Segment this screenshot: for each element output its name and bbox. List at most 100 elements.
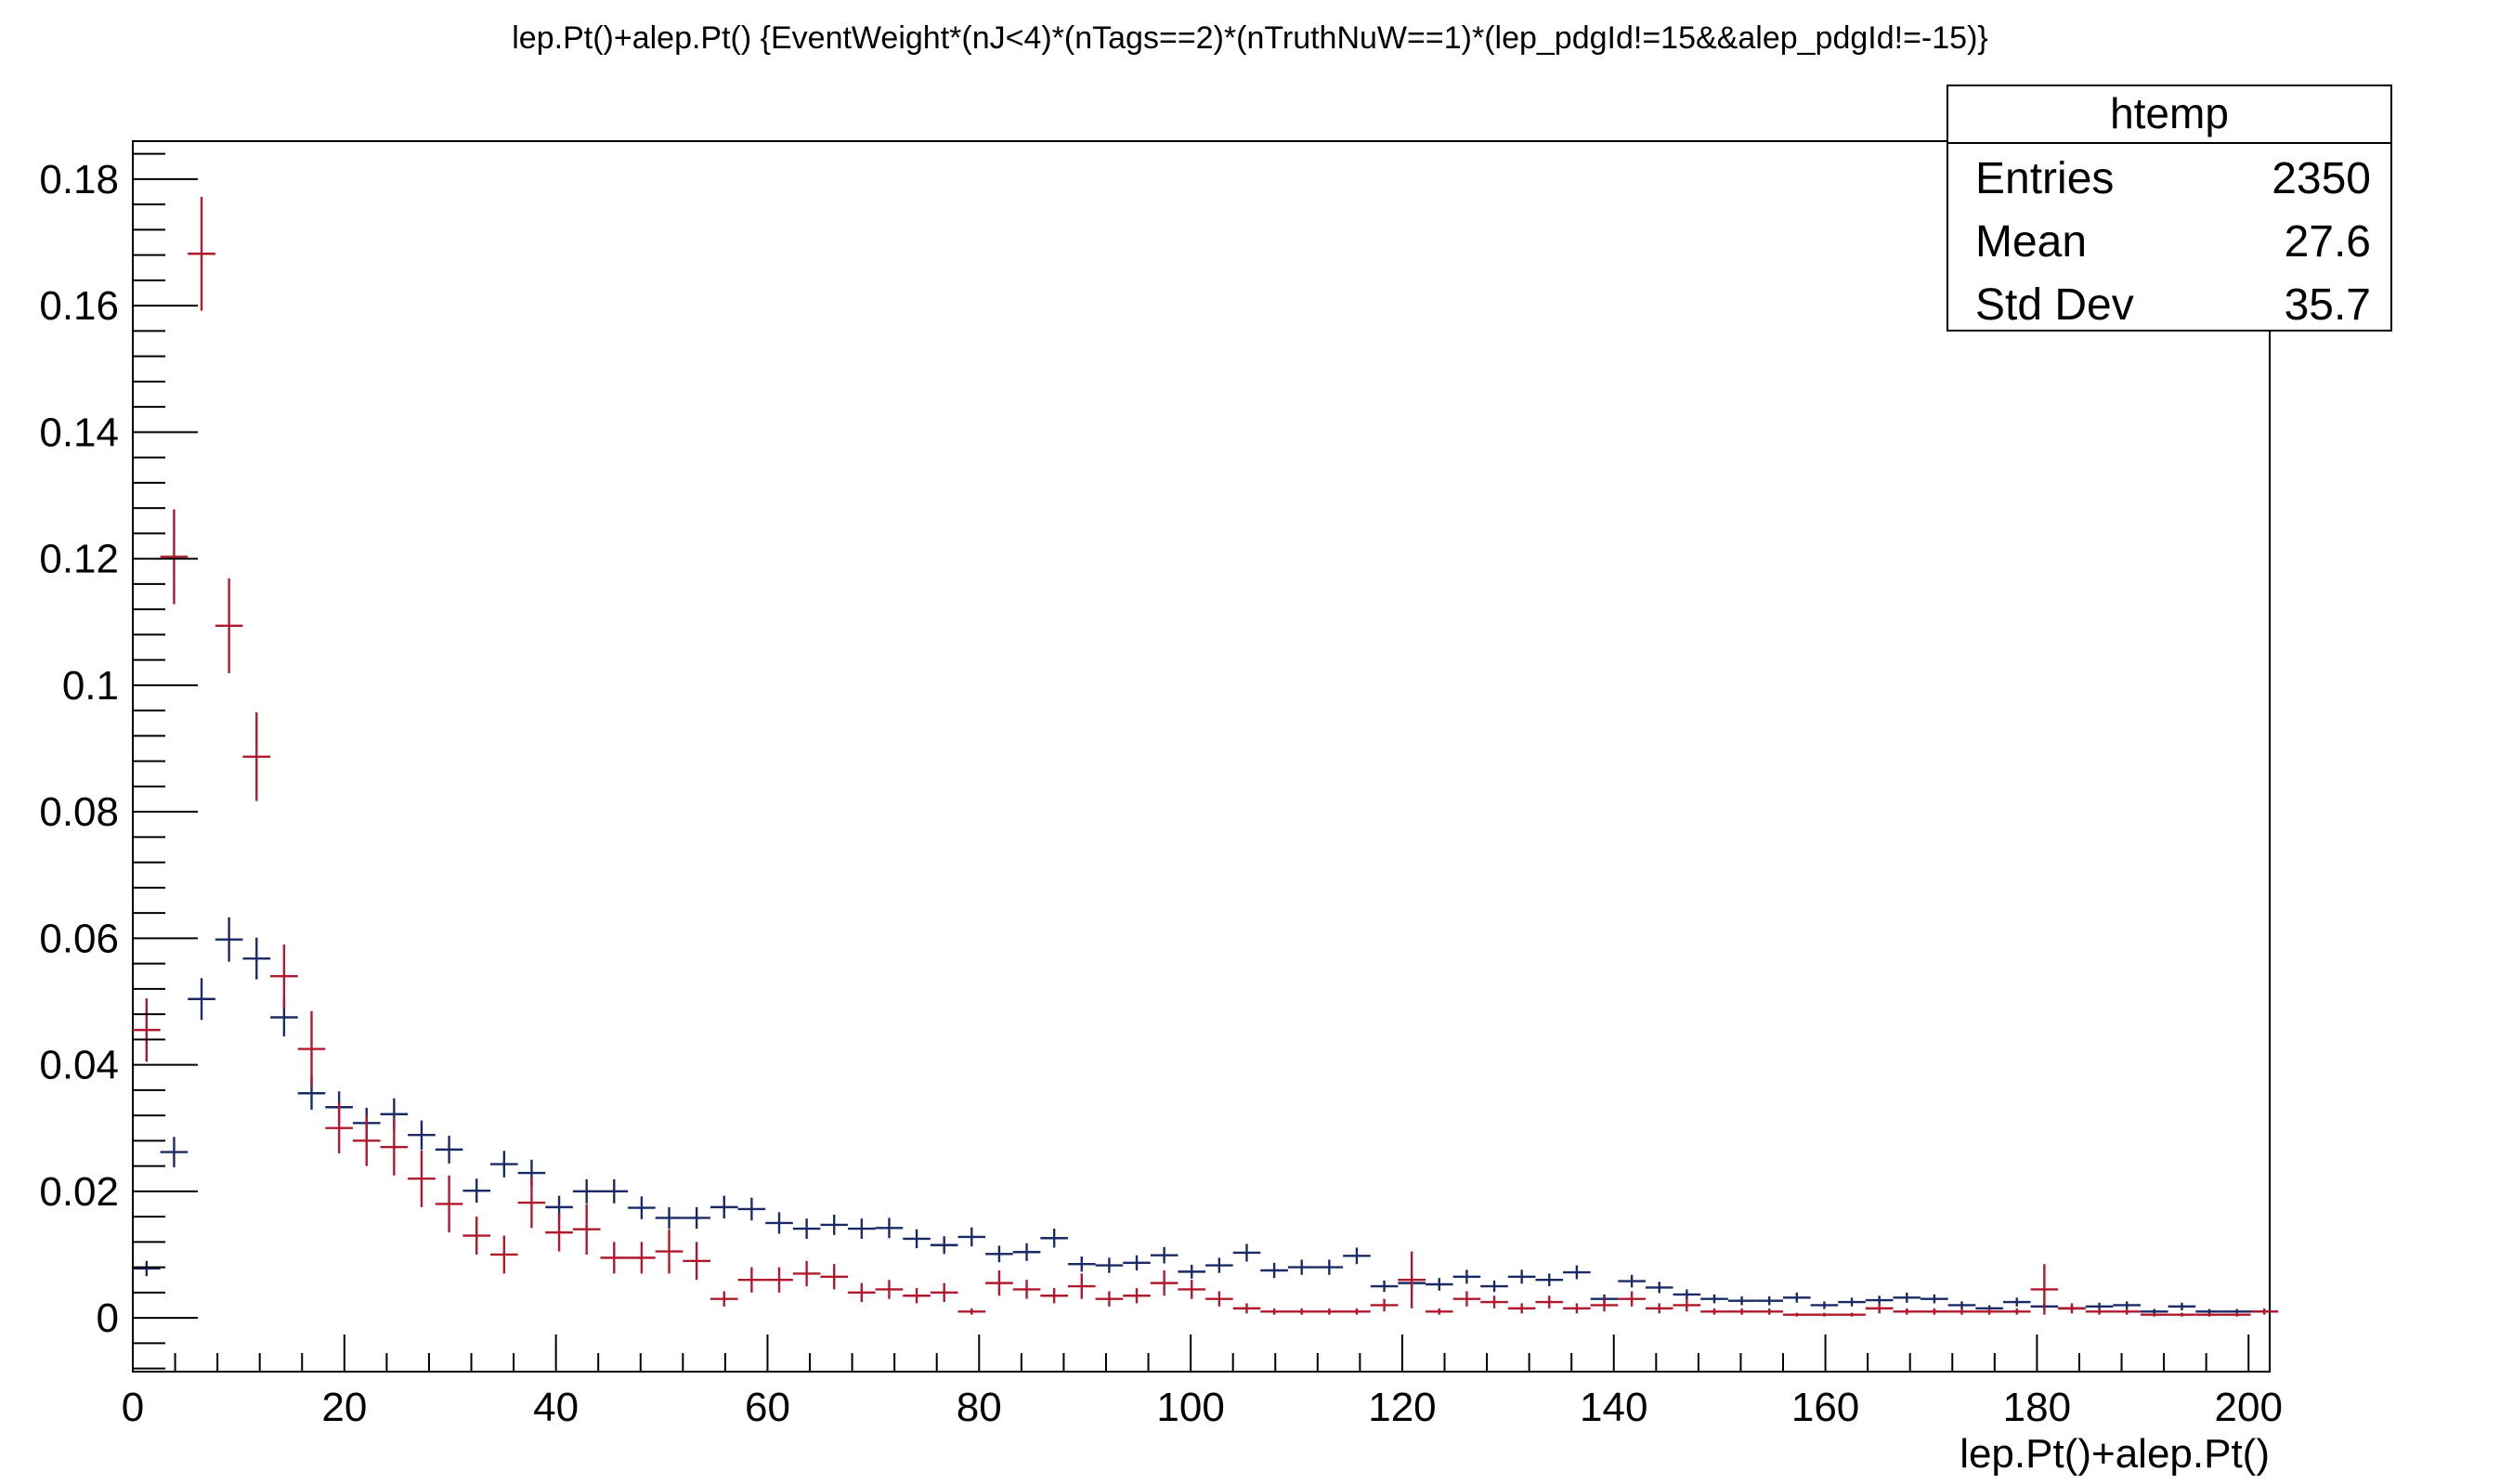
data-point <box>710 1291 738 1307</box>
data-point <box>545 1213 573 1252</box>
data-point <box>1260 1308 1288 1315</box>
data-point <box>848 1282 876 1303</box>
data-point <box>1040 1288 1068 1304</box>
data-point <box>215 917 243 962</box>
data-point <box>435 1175 463 1233</box>
data-point <box>1975 1308 2003 1315</box>
data-point <box>133 998 161 1062</box>
data-point <box>655 1206 684 1230</box>
data-point <box>1287 1259 1316 1275</box>
data-point <box>655 1229 684 1274</box>
data-point <box>1645 1303 1673 1314</box>
data-point <box>1893 1292 1921 1303</box>
data-point <box>1921 1308 1948 1315</box>
stats-box: htemp Entries 2350 Mean 27.6 Std Dev 35.… <box>1947 85 2392 332</box>
stats-stddev-label: Std Dev <box>1975 280 2134 330</box>
data-point <box>1123 1288 1151 1304</box>
data-point <box>1343 1247 1371 1265</box>
data-point <box>188 196 215 311</box>
data-point <box>462 1178 491 1204</box>
data-point <box>683 1206 710 1230</box>
plot-frame <box>132 140 2271 1373</box>
data-point <box>517 1177 546 1229</box>
data-point <box>2222 1312 2251 1317</box>
data-point <box>408 1150 436 1207</box>
data-point <box>1315 1259 1344 1275</box>
stats-stddev-value: 35.7 <box>2285 280 2371 330</box>
data-point <box>957 1308 986 1315</box>
data-point <box>572 1178 601 1204</box>
data-point <box>2195 1312 2223 1317</box>
data-point <box>1315 1308 1344 1315</box>
data-point <box>1535 1273 1564 1287</box>
data-point <box>408 1120 436 1150</box>
data-point <box>1012 1280 1041 1299</box>
x-tick-label: 160 <box>1791 1385 1859 1430</box>
data-point <box>765 1212 793 1234</box>
data-point <box>1618 1274 1646 1288</box>
y-tick-label: 0 <box>97 1295 119 1341</box>
data-point <box>792 1260 821 1287</box>
data-point <box>1783 1292 1811 1303</box>
data-point <box>1095 1291 1124 1307</box>
data-point <box>1947 1301 1976 1309</box>
data-point <box>1178 1280 1206 1299</box>
stats-entries-label: Entries <box>1975 154 2114 203</box>
x-tick-label: 0 <box>122 1385 144 1430</box>
data-point <box>1123 1255 1151 1271</box>
data-point <box>1260 1262 1288 1279</box>
data-point <box>848 1218 876 1239</box>
data-point <box>1425 1308 1453 1315</box>
data-point <box>572 1204 601 1255</box>
data-point <box>1398 1251 1426 1308</box>
stats-mean-value: 27.6 <box>2285 217 2371 267</box>
data-point <box>1673 1298 1701 1312</box>
data-point <box>930 1236 958 1255</box>
data-point <box>242 712 271 801</box>
data-point <box>215 578 243 673</box>
data-point <box>160 1137 189 1167</box>
data-point <box>1232 1243 1261 1262</box>
data-point <box>2002 1297 2031 1307</box>
data-point <box>1507 1303 1536 1314</box>
x-tick-label: 80 <box>957 1385 1002 1430</box>
data-point <box>270 944 298 1009</box>
data-point <box>710 1195 738 1219</box>
data-point <box>875 1280 904 1299</box>
y-tick-label: 0.16 <box>39 283 119 329</box>
data-point <box>1095 1257 1124 1273</box>
data-point <box>875 1217 904 1239</box>
data-point <box>1343 1308 1371 1315</box>
y-tick-label: 0.14 <box>39 410 119 455</box>
x-axis-label: lep.Pt()+alep.Pt() <box>1960 1431 2270 1477</box>
x-tick-label: 20 <box>321 1385 367 1430</box>
data-point <box>1947 1308 1976 1315</box>
x-tick-label: 100 <box>1156 1385 1224 1430</box>
data-point <box>1563 1303 1591 1314</box>
x-tick-label: 200 <box>2215 1385 2283 1430</box>
data-point <box>628 1196 656 1219</box>
series-layer <box>133 196 2279 1317</box>
y-tick-label: 0.12 <box>39 537 119 582</box>
data-point <box>133 1260 161 1277</box>
data-point <box>2168 1302 2196 1310</box>
data-point <box>683 1242 710 1281</box>
stats-box-title: htemp <box>2110 89 2229 137</box>
data-point <box>1232 1303 1261 1314</box>
data-point <box>2002 1308 2031 1315</box>
data-point <box>2030 1264 2059 1315</box>
data-point <box>1755 1295 1784 1306</box>
data-point <box>1893 1308 1921 1315</box>
stats-entries-value: 2350 <box>2272 154 2371 203</box>
data-point <box>2141 1312 2168 1317</box>
stats-mean-label: Mean <box>1975 217 2087 267</box>
plot-area <box>132 140 2271 1373</box>
data-point <box>1865 1295 1894 1305</box>
data-point <box>1370 1280 1399 1293</box>
data-point <box>1810 1312 1839 1317</box>
data-point <box>2250 1308 2279 1315</box>
data-point <box>628 1242 656 1274</box>
data-point <box>1012 1243 1041 1261</box>
data-point <box>1040 1229 1068 1248</box>
data-point <box>1838 1312 1866 1317</box>
